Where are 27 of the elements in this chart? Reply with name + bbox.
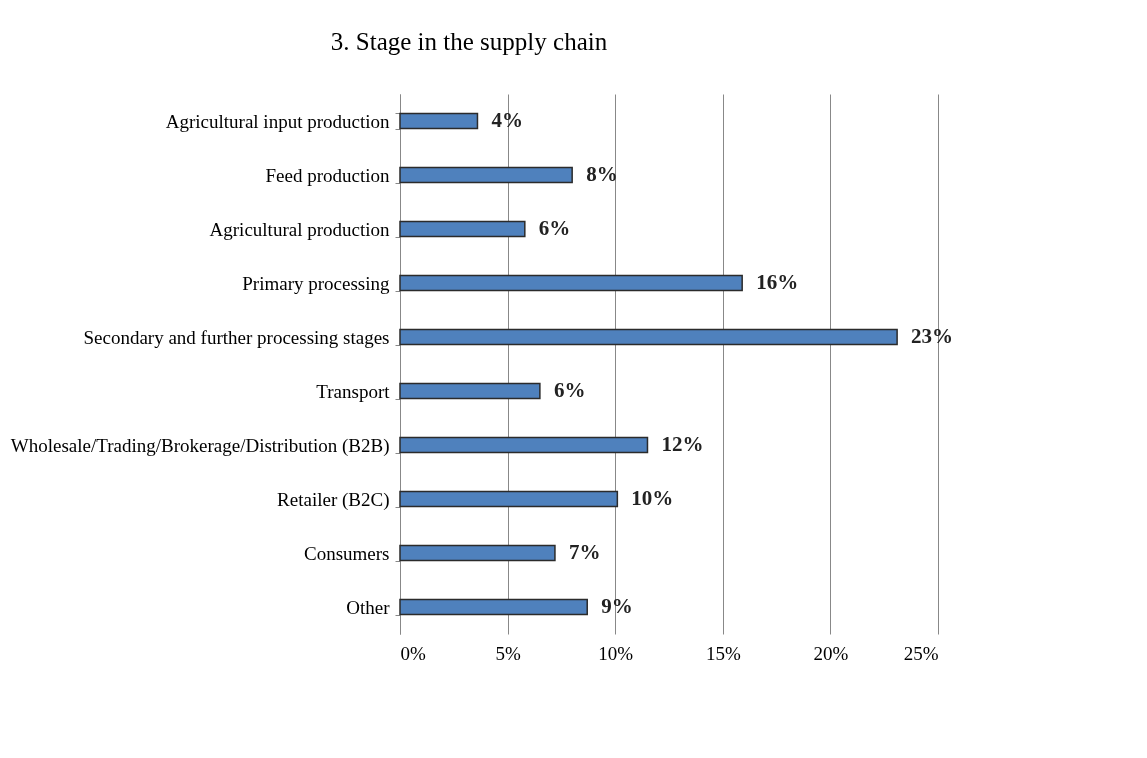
y-tick-label: Agricultural production	[209, 218, 390, 240]
y-tick-label: Consumers	[304, 542, 390, 564]
y-tick-label: Transport	[316, 380, 391, 402]
x-tick-label: 5%	[495, 642, 521, 664]
chart-title: 3. Stage in the supply chain	[330, 28, 608, 55]
x-tick-label: 20%	[813, 642, 849, 664]
y-tick-label: Retailer (B2C)	[277, 488, 390, 511]
y-tick-label: Primary processing	[242, 272, 390, 294]
x-tick-label: 15%	[705, 642, 741, 664]
y-tick-label: Secondary and further processing stages	[83, 326, 390, 348]
data-label: 9%	[601, 594, 633, 618]
x-tick-label: 25%	[903, 642, 939, 664]
data-label: 10%	[631, 486, 674, 510]
data-label: 8%	[586, 162, 618, 186]
data-label: 23%	[911, 324, 954, 348]
data-label: 12%	[661, 432, 704, 456]
data-label: 16%	[756, 270, 799, 294]
x-tick-label: 10%	[598, 642, 634, 664]
data-label: 6%	[538, 216, 571, 240]
data-label: 6%	[553, 378, 586, 402]
data-label: 4%	[491, 108, 523, 132]
y-tick-label: Agricultural input production	[165, 110, 390, 132]
x-tick-label: 0%	[400, 642, 426, 664]
data-label: 7%	[568, 540, 601, 564]
y-tick-label: Other	[346, 596, 391, 618]
y-tick-label: Feed production	[265, 164, 390, 186]
y-tick-label: Wholesale/Trading/Brokerage/Distribution (B2B)	[10, 434, 390, 457]
